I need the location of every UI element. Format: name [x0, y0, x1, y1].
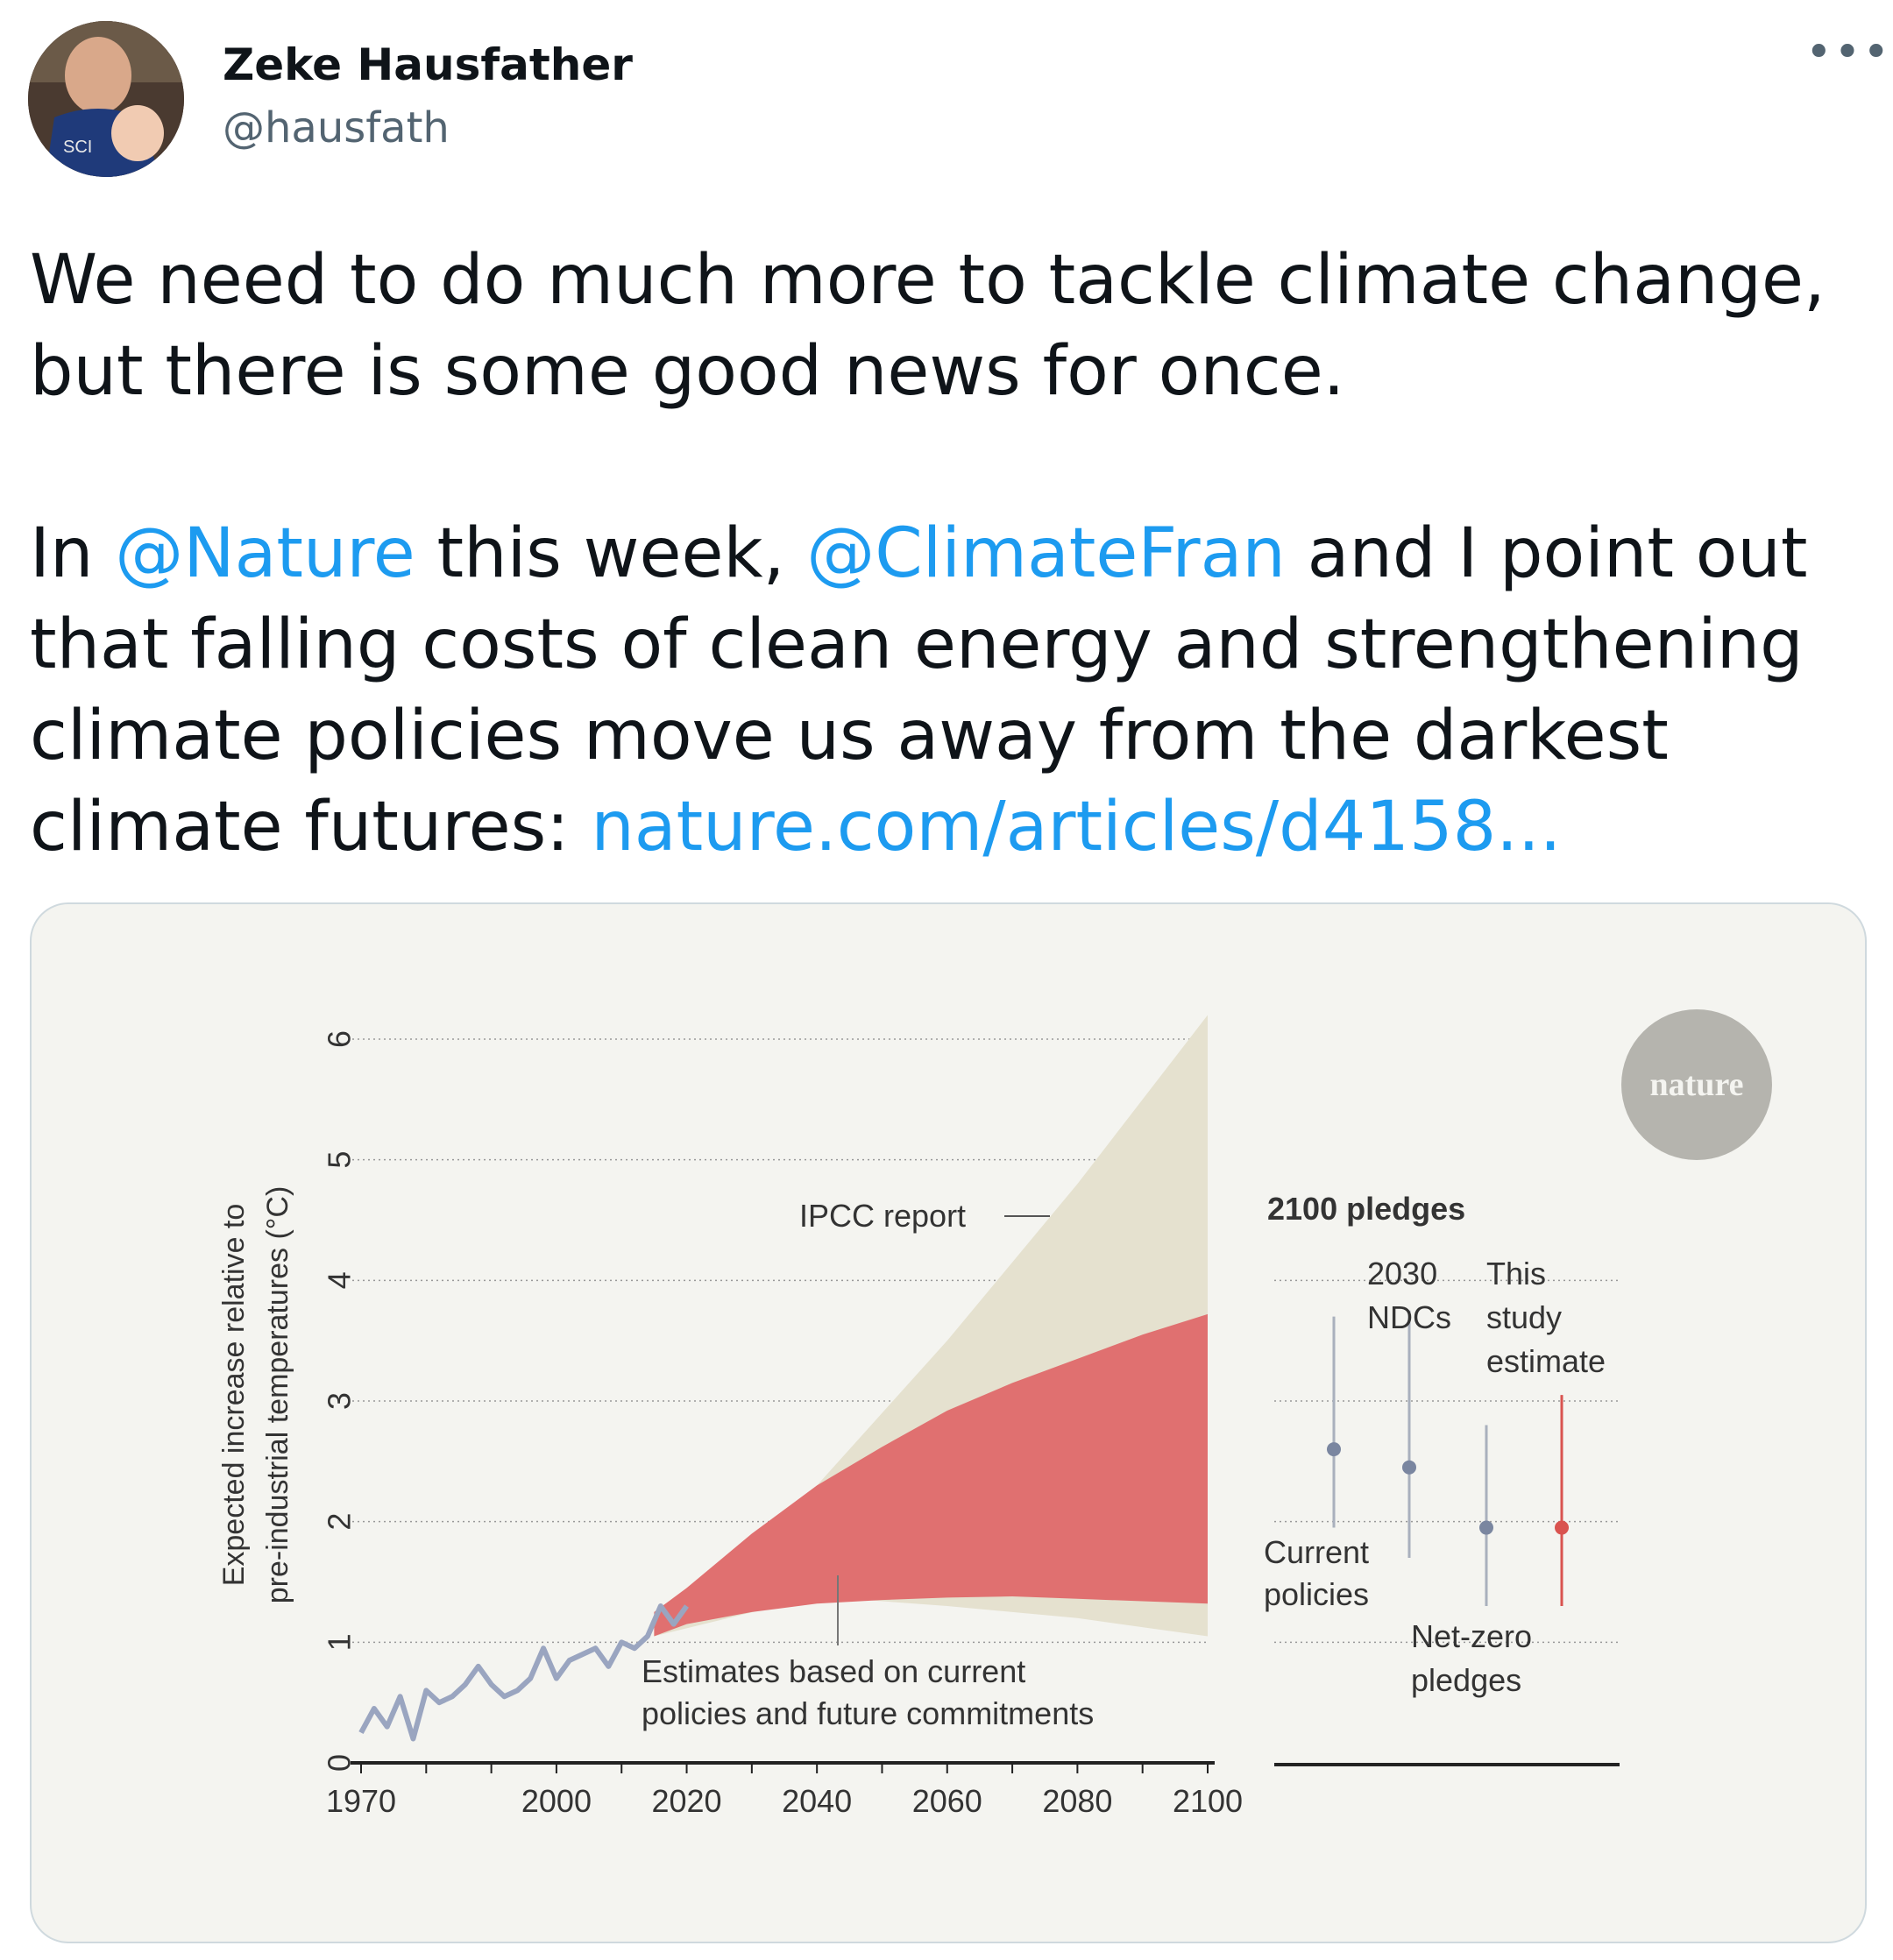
- estimates-annotation-line2: policies and future commitments: [642, 1695, 1094, 1731]
- projection-bands: [654, 1015, 1208, 1637]
- svg-text:SCI: SCI: [63, 138, 92, 157]
- pledge-label-ndc-1: 2030: [1367, 1256, 1437, 1291]
- x-tick-label: 2020: [651, 1783, 721, 1819]
- x-tick-label: 2000: [521, 1783, 592, 1819]
- estimates-band: [654, 1313, 1208, 1637]
- observed-temperature: [358, 1603, 689, 1742]
- mention-climatefran[interactable]: @ClimateFran: [806, 514, 1286, 593]
- x-axis: 1970 2000 2020 2040 2060 2080 2100: [326, 1761, 1243, 1819]
- pledge-point-2: [1479, 1520, 1493, 1535]
- tweet-text-segment: and I point out that falling costs of cl…: [30, 514, 1830, 867]
- x-tick-label: 2040: [782, 1783, 852, 1819]
- pledge-label-ndc-2: NDCs: [1367, 1299, 1451, 1335]
- nature-logo: [1621, 1009, 1772, 1160]
- estimates-annotation-line1: Estimates based on current: [642, 1653, 1025, 1689]
- y-tick-label: 6: [322, 1030, 358, 1048]
- y-axis-label-line2: pre-industrial temperatures (°C): [261, 1186, 294, 1604]
- article-link[interactable]: nature.com/articles/d4158...: [591, 788, 1562, 867]
- pledge-markers: [1327, 1310, 1569, 1607]
- pledge-point-0: [1327, 1442, 1341, 1457]
- x-tick-label: 2100: [1173, 1783, 1243, 1819]
- pledge-label-netzero-1: Net-zero: [1411, 1618, 1532, 1654]
- y-axis-label-line1: Expected increase relative to: [217, 1204, 251, 1587]
- media-card[interactable]: Expected increase relative to pre-indust…: [30, 902, 1867, 1943]
- y-tick-label: 1: [322, 1633, 358, 1651]
- pledge-label-study-2: study: [1486, 1299, 1562, 1335]
- ipcc-annotation: IPCC report: [799, 1198, 966, 1234]
- pledge-label-current-1: Current: [1264, 1534, 1369, 1570]
- pledge-label-netzero-2: pledges: [1411, 1662, 1521, 1698]
- pledge-label-study-1: This: [1486, 1256, 1546, 1291]
- tweet-text-segment: In: [30, 514, 116, 593]
- pledge-label-study-3: estimate: [1486, 1343, 1606, 1379]
- x-tick-label: 2060: [912, 1783, 982, 1819]
- tweet-text-segment: this week,: [415, 514, 807, 593]
- pledge-point-3: [1555, 1520, 1569, 1535]
- more-options-icon[interactable]: •••: [1805, 26, 1892, 79]
- pledge-label-current-2: policies: [1264, 1576, 1369, 1612]
- author-name[interactable]: Zeke Hausfather: [223, 39, 633, 90]
- x-tick-label: 2080: [1042, 1783, 1112, 1819]
- y-tick-label: 3: [322, 1392, 358, 1410]
- pledges-title: 2100 pledges: [1267, 1191, 1465, 1227]
- avatar-image: SCI: [28, 21, 184, 177]
- tweet-paragraph-1: We need to do much more to tackle climat…: [30, 241, 1847, 411]
- temperature-chart: Expected increase relative to pre-indust…: [217, 1009, 1772, 1819]
- y-tick-label: 0: [322, 1754, 358, 1772]
- nature-logo-text: nature: [1650, 1066, 1744, 1103]
- y-tick-label: 5: [322, 1151, 358, 1169]
- y-tick-label: 2: [322, 1513, 358, 1531]
- mention-nature[interactable]: @Nature: [115, 514, 415, 593]
- x-tick-label: 1970: [326, 1783, 396, 1819]
- author-handle[interactable]: @hausfath: [223, 103, 450, 152]
- pledge-point-1: [1402, 1460, 1416, 1475]
- y-tick-labels: 0 1 2 3 4 5 6: [322, 1030, 358, 1772]
- tweet-text: We need to do much more to tackle climat…: [30, 235, 1870, 873]
- observed-line: [358, 1603, 689, 1742]
- avatar[interactable]: SCI: [28, 21, 184, 177]
- y-tick-label: 4: [322, 1271, 358, 1289]
